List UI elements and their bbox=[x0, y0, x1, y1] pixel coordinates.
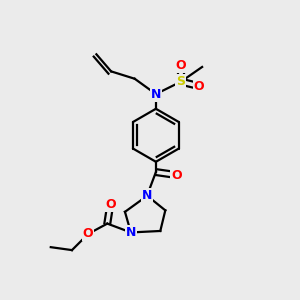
Text: N: N bbox=[151, 88, 161, 100]
Text: O: O bbox=[171, 169, 182, 182]
Text: O: O bbox=[176, 59, 186, 72]
Text: N: N bbox=[126, 226, 136, 239]
Text: O: O bbox=[83, 227, 94, 240]
Text: O: O bbox=[194, 80, 205, 93]
Text: N: N bbox=[142, 189, 152, 202]
Text: O: O bbox=[105, 198, 116, 211]
Text: S: S bbox=[176, 75, 185, 88]
